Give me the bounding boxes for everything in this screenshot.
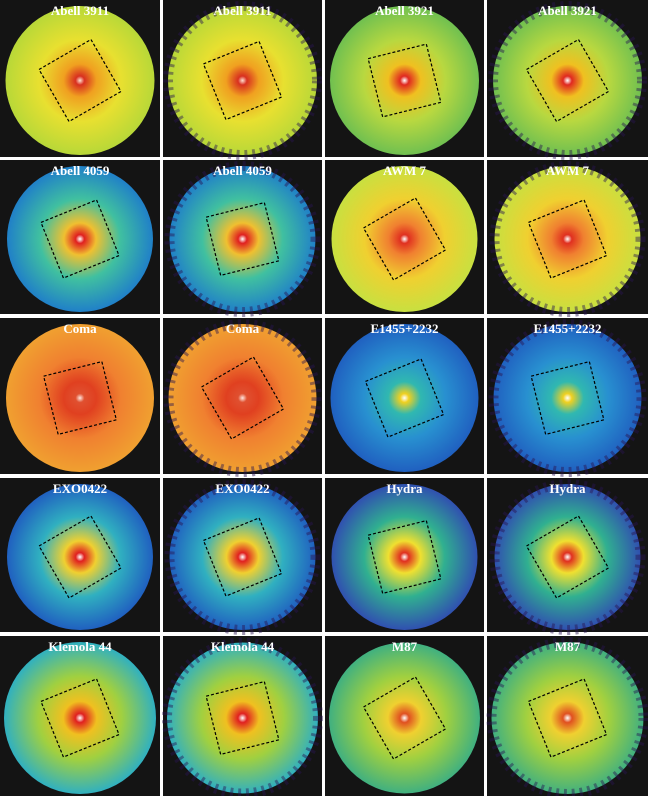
cluster-image	[7, 166, 153, 312]
noise-overlay	[486, 637, 648, 796]
cluster-image	[494, 484, 641, 630]
panel: Coma	[163, 318, 322, 477]
noise-overlay	[489, 479, 646, 635]
field-outline	[525, 515, 610, 599]
panel: Klemola 44	[0, 636, 160, 796]
panel: E1455+2232	[325, 318, 484, 474]
field-outline	[205, 201, 280, 277]
panel-label: Abell 3911	[213, 3, 271, 18]
panel-label: Hydra	[386, 481, 423, 496]
field-outline	[42, 360, 118, 436]
panel-label: AWM 7	[546, 163, 589, 178]
cluster-image	[331, 166, 478, 312]
field-outline	[38, 38, 122, 123]
noise-overlay	[489, 161, 646, 317]
panel-label: Abell 4059	[51, 163, 110, 178]
cluster-image	[331, 484, 478, 630]
cluster-image	[168, 324, 317, 472]
noise-overlay	[488, 1, 647, 160]
panel: Abell 3921	[325, 0, 484, 157]
cluster-image	[494, 166, 641, 312]
panel-label: Abell 3921	[538, 3, 597, 18]
cluster-image	[330, 6, 479, 155]
field-outline	[367, 519, 442, 595]
panel: EXO0422	[0, 478, 160, 632]
cluster-image	[493, 6, 642, 155]
cluster-image	[330, 324, 479, 472]
noise-overlay	[164, 161, 321, 317]
field-outline	[202, 40, 283, 121]
field-outline	[362, 197, 447, 281]
field-outline	[205, 680, 280, 756]
panel-label: EXO0422	[215, 481, 269, 496]
cluster-image	[6, 324, 154, 472]
panel-label: AWM 7	[383, 163, 426, 178]
cluster-image	[329, 642, 480, 794]
field-outline	[362, 676, 447, 760]
cluster-image	[169, 166, 316, 312]
panel: EXO0422	[163, 478, 322, 635]
panel: Abell 3911	[163, 0, 322, 160]
cluster-image	[7, 484, 153, 630]
panel: AWM 7	[325, 160, 484, 314]
cluster-image	[167, 642, 318, 794]
panel-label: Klemola 44	[48, 639, 112, 654]
panel: Abell 4059	[163, 160, 322, 317]
field-outline	[530, 360, 605, 436]
noise-overlay	[163, 1, 322, 160]
field-outline	[364, 358, 445, 438]
field-outline	[38, 515, 122, 599]
field-outline	[367, 43, 442, 118]
panel-label: Abell 3911	[51, 3, 109, 18]
noise-overlay	[488, 319, 647, 477]
field-outline	[525, 38, 610, 123]
panel-label: EXO0422	[53, 481, 107, 496]
panel: Abell 3911	[0, 0, 160, 157]
panel-label: Abell 4059	[213, 163, 272, 178]
noise-overlay	[162, 637, 323, 796]
cluster-image	[168, 6, 317, 155]
field-outline	[527, 678, 608, 758]
panel: Klemola 44	[162, 636, 323, 796]
panel-label: E1455+2232	[370, 321, 438, 336]
panel: Abell 4059	[0, 160, 160, 314]
panel-label: E1455+2232	[533, 321, 601, 336]
cluster-image	[5, 6, 155, 155]
cluster-image	[4, 642, 156, 794]
cluster-image	[491, 642, 644, 794]
panel-label: Abell 3921	[375, 3, 434, 18]
panel: Coma	[0, 318, 160, 474]
panel-label: Coma	[63, 321, 97, 336]
cluster-image	[493, 324, 642, 472]
noise-overlay	[163, 319, 322, 477]
panel-label: M87	[392, 639, 418, 654]
cluster-image	[169, 484, 316, 630]
panel-label: Coma	[226, 321, 260, 336]
panel-label: Klemola 44	[211, 639, 275, 654]
panel: Hydra	[487, 478, 648, 635]
panel: Hydra	[325, 478, 484, 632]
panel: M87	[325, 636, 484, 796]
panel-label: M87	[555, 639, 581, 654]
field-outline	[40, 199, 120, 279]
panel: Abell 3921	[487, 0, 648, 160]
panel-label: Hydra	[549, 481, 586, 496]
panel: AWM 7	[487, 160, 648, 317]
panel: M87	[486, 636, 648, 796]
field-outline	[200, 356, 285, 440]
panel: E1455+2232	[487, 318, 648, 477]
noise-overlay	[164, 479, 321, 635]
